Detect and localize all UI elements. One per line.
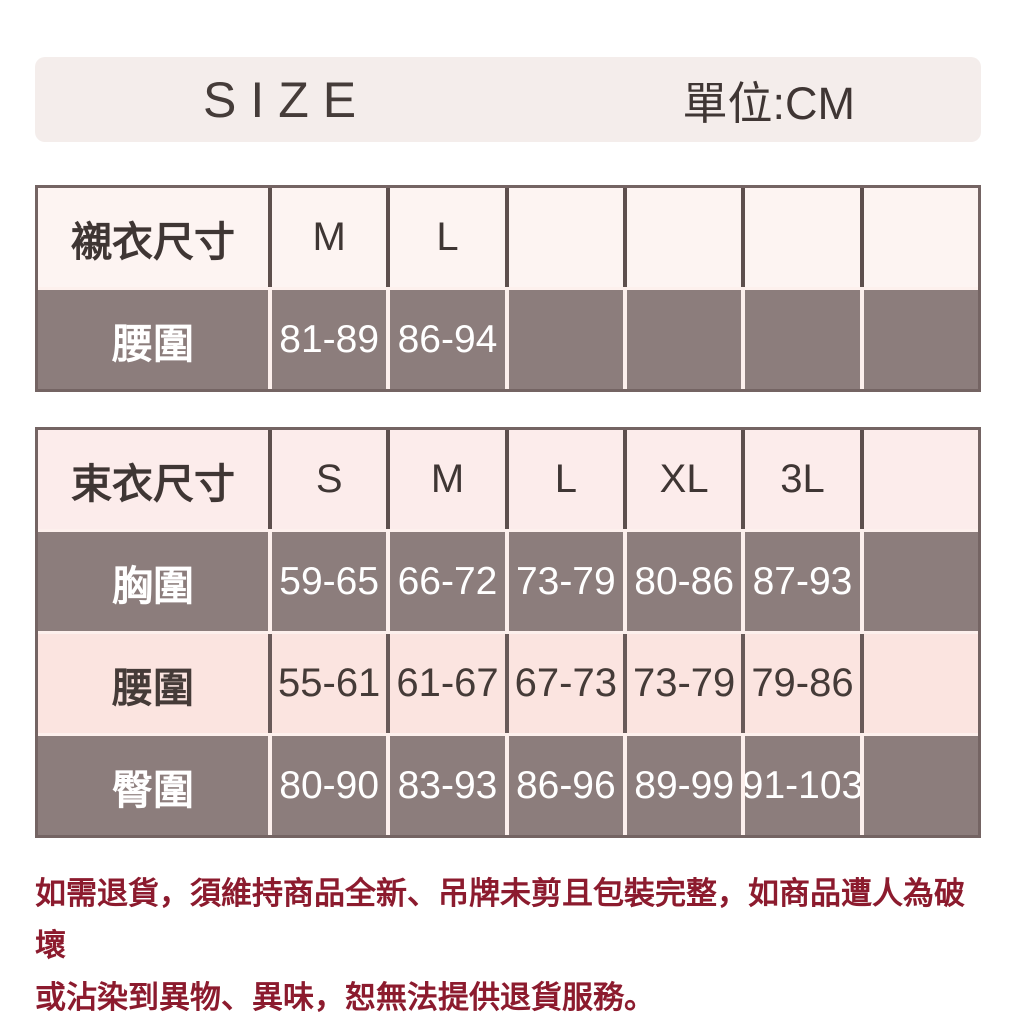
measure-value-cell (864, 290, 978, 389)
measure-value-cell: 89-99 (627, 736, 746, 835)
measure-label-cell: 腰圍 (38, 290, 272, 389)
shirt-size-header-row: 襯衣尺寸 M L (38, 188, 978, 287)
measure-value-cell: 55-61 (272, 634, 391, 733)
measure-value-cell (864, 736, 978, 835)
measure-label-cell: 腰圍 (38, 634, 272, 733)
measure-value-cell (627, 290, 746, 389)
measure-value-cell: 73-79 (627, 634, 746, 733)
shirt-size-table: 襯衣尺寸 M L 腰圍 81-89 86-94 (35, 185, 981, 392)
size-header-cell: XL (627, 430, 746, 529)
measure-value-cell: 86-94 (390, 290, 509, 389)
measure-value-cell: 61-67 (390, 634, 509, 733)
shaper-size-label-cell: 束衣尺寸 (38, 430, 272, 529)
bust-row: 胸圍 59-65 66-72 73-79 80-86 87-93 (38, 529, 978, 631)
shirt-size-label-cell: 襯衣尺寸 (38, 188, 272, 287)
shaper-size-header-row: 束衣尺寸 S M L XL 3L (38, 430, 978, 529)
size-header-cell (745, 188, 864, 287)
return-policy-note: 如需退貨，須維持商品全新、吊牌未剪且包裝完整，如商品遭人為破壞 或沾染到異物、異… (35, 868, 985, 1024)
measure-value-cell: 67-73 (509, 634, 627, 733)
measure-value-cell: 80-90 (272, 736, 391, 835)
measure-value-cell: 59-65 (272, 532, 391, 631)
size-header-cell: L (509, 430, 627, 529)
size-header-cell: 3L (745, 430, 864, 529)
measure-value-cell (864, 634, 978, 733)
waist-row: 腰圍 55-61 61-67 67-73 73-79 79-86 (38, 631, 978, 733)
size-header-cell (864, 188, 978, 287)
measure-label-cell: 臀圍 (38, 736, 272, 835)
measure-value-cell: 87-93 (745, 532, 864, 631)
size-header-cell: L (390, 188, 509, 287)
measure-value-cell: 73-79 (509, 532, 627, 631)
measure-value-cell (864, 532, 978, 631)
size-header-cell (864, 430, 978, 529)
waist-row: 腰圍 81-89 86-94 (38, 287, 978, 389)
measure-value-cell: 83-93 (390, 736, 509, 835)
return-policy-line-1: 如需退貨，須維持商品全新、吊牌未剪且包裝完整，如商品遭人為破壞 (35, 876, 965, 963)
size-header-cell (509, 188, 627, 287)
size-header-cell: M (390, 430, 509, 529)
measure-value-cell: 81-89 (272, 290, 391, 389)
size-header-cell (627, 188, 746, 287)
size-header-bar: SIZE 單位:CM (35, 57, 981, 142)
size-header-cell: M (272, 188, 391, 287)
measure-value-cell: 66-72 (390, 532, 509, 631)
measure-value-cell: 80-86 (627, 532, 746, 631)
measure-value-cell (745, 290, 864, 389)
measure-value-cell: 79-86 (745, 634, 864, 733)
measure-value-cell (509, 290, 627, 389)
hip-row: 臀圍 80-90 83-93 86-96 89-99 91-103 (38, 733, 978, 835)
measure-value-cell: 86-96 (509, 736, 627, 835)
unit-cm-label: 單位:CM (682, 78, 856, 129)
size-title: SIZE (203, 71, 371, 128)
shaper-size-table: 束衣尺寸 S M L XL 3L 胸圍 59-65 66-72 73-79 80… (35, 427, 981, 838)
size-header-cell: S (272, 430, 391, 529)
measure-value-cell: 91-103 (745, 736, 864, 835)
return-policy-line-2: 或沾染到異物、異味，恕無法提供退貨服務。 (35, 980, 655, 1015)
measure-label-cell: 胸圍 (38, 532, 272, 631)
